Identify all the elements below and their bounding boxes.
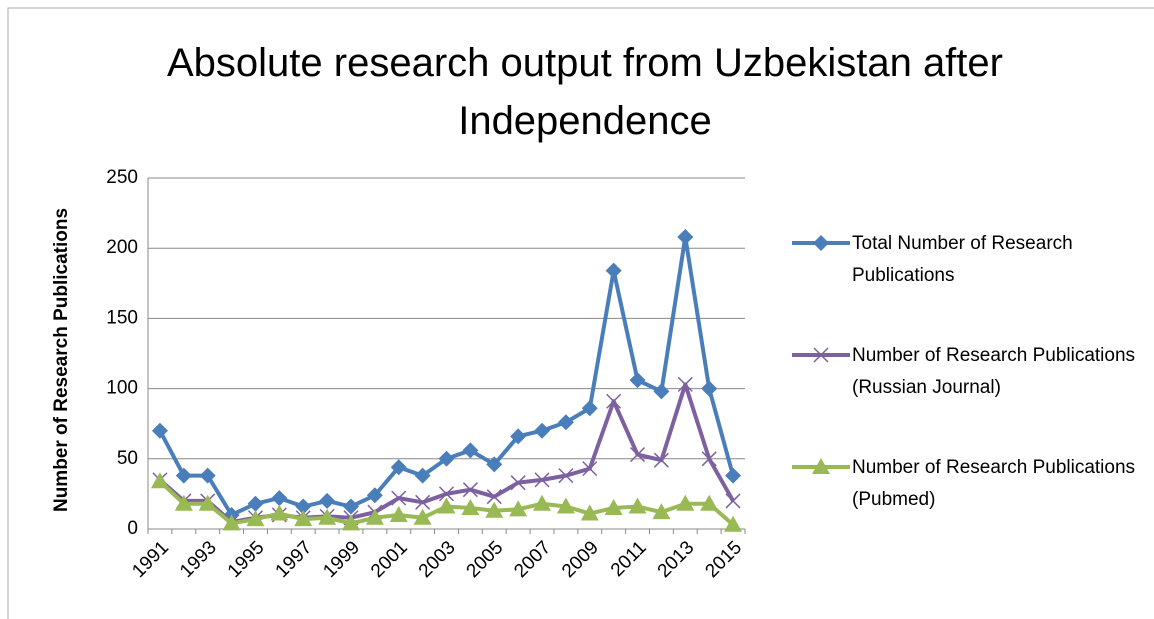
point	[700, 494, 719, 511]
point	[295, 498, 312, 515]
x-tick-label: 1991	[128, 537, 173, 582]
point	[342, 498, 359, 515]
legend-label: Total Number of Research Publications	[852, 233, 1073, 286]
point	[701, 451, 717, 467]
point	[415, 494, 431, 510]
point	[701, 380, 718, 397]
point	[812, 458, 830, 474]
point	[813, 235, 829, 251]
point	[813, 347, 829, 363]
point	[341, 514, 360, 531]
point	[462, 442, 479, 459]
x-tick-label: 2009	[558, 537, 603, 582]
point	[605, 262, 622, 279]
point	[199, 467, 216, 484]
point	[606, 393, 622, 409]
point	[653, 383, 670, 400]
point	[438, 450, 455, 467]
point	[652, 503, 671, 520]
point	[724, 515, 743, 532]
point	[653, 452, 669, 468]
point	[294, 510, 313, 527]
x-tick-label: 1993	[176, 537, 221, 582]
chart-title: Absolute research output from Uzbekistan…	[167, 41, 1003, 143]
x-tick-label: 1997	[272, 537, 317, 582]
point	[175, 467, 192, 484]
legend-label: Number of Research Publications (Russian…	[852, 345, 1136, 398]
point	[318, 508, 337, 525]
frame	[7, 7, 1154, 619]
point	[556, 497, 575, 514]
x-tick-label: 1995	[224, 537, 269, 582]
point	[391, 490, 407, 506]
point	[413, 508, 432, 525]
y-tick-label: 250	[106, 167, 138, 188]
point	[198, 494, 217, 511]
point	[389, 505, 408, 522]
x-tick-label: 1999	[319, 537, 364, 582]
x-tick-label: 2013	[654, 537, 699, 582]
x-tick-label: 2015	[701, 537, 746, 582]
point	[628, 497, 647, 514]
point	[246, 510, 265, 527]
point	[437, 497, 456, 514]
point	[390, 459, 407, 476]
point	[510, 428, 527, 445]
point	[366, 487, 383, 504]
point	[604, 498, 623, 515]
point	[270, 504, 289, 521]
point	[486, 489, 502, 505]
x-tick-label: 2005	[463, 537, 508, 582]
point	[319, 492, 336, 509]
point	[462, 482, 478, 498]
point	[174, 494, 193, 511]
point	[271, 490, 288, 507]
point	[365, 508, 384, 525]
point	[725, 493, 741, 509]
x-tick-label: 2007	[510, 537, 555, 582]
point	[222, 514, 241, 531]
x-tick-label: 2003	[415, 537, 460, 582]
point	[630, 447, 646, 463]
x-tick-label: 2001	[367, 537, 412, 582]
point	[580, 504, 599, 521]
point	[438, 486, 455, 502]
point	[485, 501, 504, 518]
y-tick-label: 100	[106, 378, 138, 399]
point	[582, 461, 598, 477]
legend-label: Number of Research Publications (Pubmed)	[852, 457, 1136, 510]
point	[509, 500, 528, 517]
point	[533, 494, 552, 511]
point	[677, 228, 694, 245]
point	[629, 372, 646, 389]
y-axis-label: Number of Research Publications	[51, 208, 72, 512]
series-line	[158, 234, 735, 517]
point	[151, 422, 168, 439]
point	[725, 467, 742, 484]
point	[510, 475, 526, 491]
point	[461, 498, 480, 515]
y-tick-label: 50	[117, 448, 138, 469]
y-tick-label: 0	[127, 518, 138, 539]
point	[150, 472, 169, 489]
y-tick-label: 200	[106, 237, 138, 258]
point	[534, 422, 551, 439]
y-tick-label: 150	[106, 307, 138, 328]
point	[486, 456, 503, 473]
x-tick-label: 2011	[607, 537, 651, 581]
point	[558, 468, 574, 484]
point	[581, 400, 598, 417]
point	[677, 376, 693, 392]
point	[676, 494, 695, 511]
point	[534, 472, 550, 488]
point	[557, 414, 574, 431]
point	[414, 467, 431, 484]
point	[247, 495, 264, 512]
